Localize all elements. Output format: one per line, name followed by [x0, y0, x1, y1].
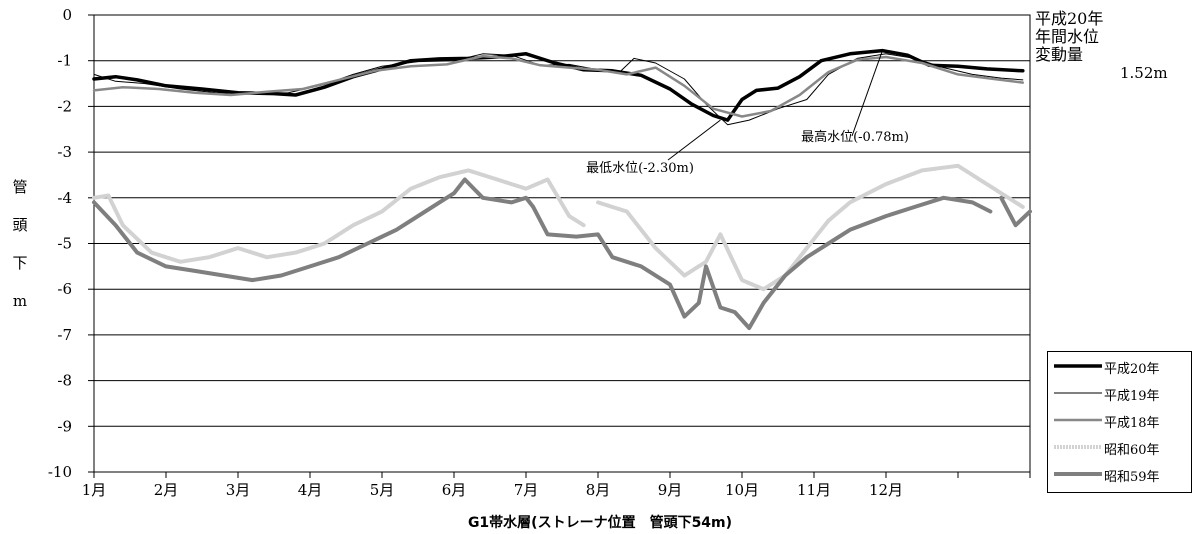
series-line	[92, 168, 586, 264]
annotation-leader	[667, 119, 721, 161]
x-tick-label: 8月	[586, 481, 611, 499]
y-tick-label: -8	[57, 372, 72, 390]
y-axis-label-char: m	[12, 292, 28, 310]
annotation-leader	[851, 50, 883, 137]
series-line	[999, 195, 1032, 228]
legend-item: 平成18年	[1048, 410, 1191, 431]
x-tick-label: 10月	[725, 481, 759, 499]
legend-item: 平成19年	[1048, 383, 1191, 404]
legend-label: 平成18年	[1104, 416, 1160, 431]
x-tick-label: 3月	[226, 481, 251, 499]
x-tick-label: 4月	[298, 481, 323, 499]
legend-item: 平成20年	[1048, 356, 1191, 377]
note-line2: 年間水位	[1035, 27, 1100, 46]
y-tick-label: -4	[57, 189, 72, 207]
y-tick-label: -7	[57, 326, 72, 344]
legend-label: 昭和59年	[1104, 470, 1160, 485]
y-tick-label: -6	[57, 280, 72, 298]
y-tick-label: -10	[48, 463, 72, 481]
y-axis-label-char: 下	[12, 254, 28, 272]
y-tick-label: 0	[62, 6, 72, 24]
legend-item: 昭和60年	[1048, 437, 1191, 458]
series-line	[93, 53, 1024, 126]
y-tick-label: -1	[57, 52, 72, 70]
note-title: 平成20年	[1035, 9, 1104, 28]
legend-label: 平成19年	[1104, 389, 1160, 404]
annotation-max-level: 最高水位(-0.78m)	[801, 129, 909, 145]
note-value: 1.52m	[1120, 64, 1168, 82]
annual-variation-note: 平成20年 年間水位 変動量 1.52m	[1035, 9, 1168, 83]
x-tick-label: 1月	[82, 481, 107, 499]
x-axis-label: G1帯水層(ストレーナ位置 管頭下54m)	[467, 515, 733, 531]
legend-label: 昭和60年	[1104, 443, 1160, 458]
annotation-min-level: 最低水位(-2.30m)	[586, 161, 694, 176]
y-tick-label: -3	[57, 143, 72, 161]
note-line3: 変動量	[1035, 45, 1084, 64]
series-line	[92, 54, 1025, 118]
series-line	[596, 163, 1025, 292]
y-axis-label-char: 頭	[12, 216, 28, 234]
x-tick-label: 11月	[797, 481, 831, 499]
y-axis-label: 管 頭 下 m	[8, 168, 32, 320]
x-tick-label: 2月	[154, 481, 179, 499]
series-line	[92, 177, 993, 330]
y-tick-label: -9	[57, 417, 72, 435]
x-tick-label: 9月	[658, 481, 683, 499]
y-tick-label: -2	[57, 97, 72, 115]
legend-label: 平成20年	[1104, 362, 1160, 377]
x-tick-label: 5月	[370, 481, 395, 499]
legend: 平成20年 平成19年 平成18年 昭和60年 昭和59年	[1047, 351, 1192, 493]
y-tick-label: -5	[57, 235, 72, 253]
y-axis-label-char: 管	[12, 178, 28, 196]
legend-item: 昭和59年	[1048, 464, 1191, 485]
x-tick-label: 7月	[514, 481, 539, 499]
x-tick-label: 12月	[869, 481, 903, 499]
x-tick-label: 6月	[442, 481, 467, 499]
